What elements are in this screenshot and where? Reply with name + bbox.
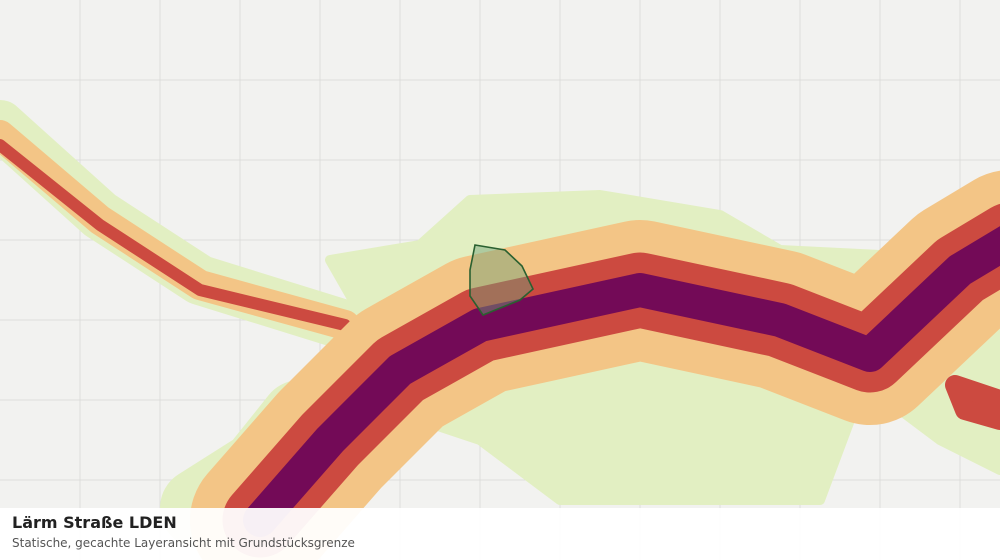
legend-title: Lärm Straße LDEN (12, 513, 177, 532)
legend-caption: Lärm Straße LDEN Statische, gecachte Lay… (0, 508, 1000, 560)
legend-subtitle: Statische, gecachte Layeransicht mit Gru… (12, 536, 355, 550)
noise-zone-high (0, 139, 351, 331)
noise-layer (0, 100, 1000, 560)
noise-zone-very-high (243, 226, 1000, 537)
noise-zone-high (945, 375, 1000, 430)
parcel-boundary[interactable] (469, 244, 534, 316)
